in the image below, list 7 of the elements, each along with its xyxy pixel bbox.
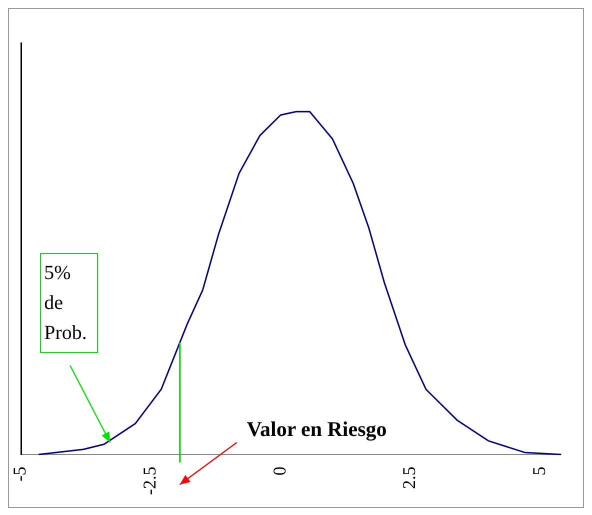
x-tick-label: -5: [10, 466, 30, 482]
x-tick-label: 0: [269, 466, 290, 476]
x-tick-label: 2.5: [399, 466, 420, 490]
annotation: Valor en Riesgo: [246, 416, 387, 442]
x-tick-label: 5: [528, 466, 549, 476]
x-tick-label: -2.5: [140, 466, 160, 496]
annotation: 5% de Prob.: [40, 252, 98, 352]
